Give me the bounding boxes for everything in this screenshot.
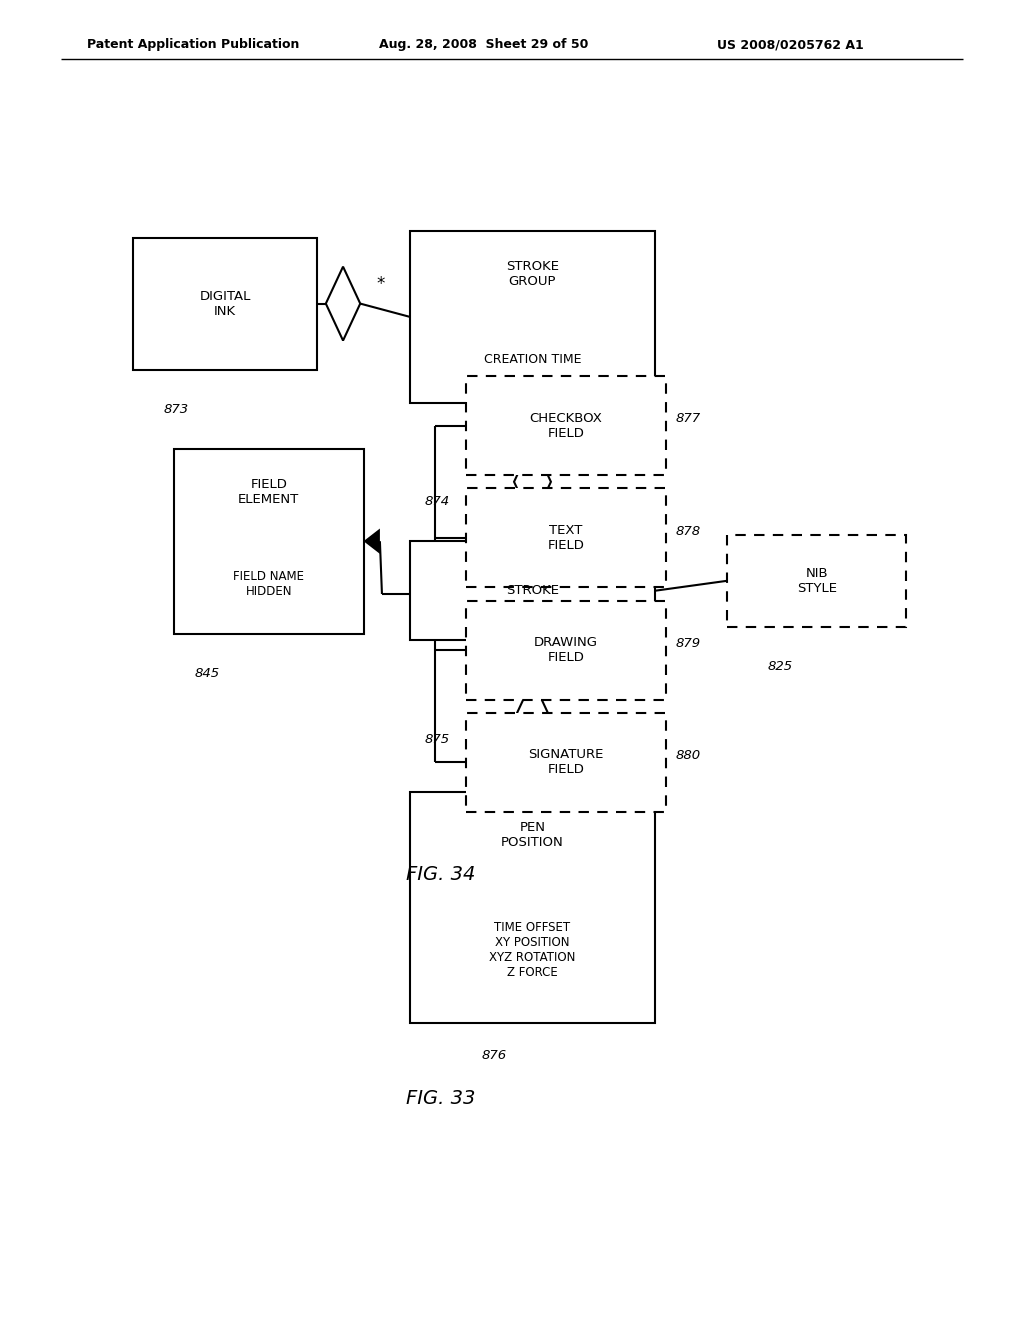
- Text: 876: 876: [481, 1049, 507, 1063]
- Text: Patent Application Publication: Patent Application Publication: [87, 38, 299, 51]
- Polygon shape: [364, 528, 380, 554]
- Text: TIME OFFSET
XY POSITION
XYZ ROTATION
Z FORCE: TIME OFFSET XY POSITION XYZ ROTATION Z F…: [489, 921, 575, 979]
- Text: *: *: [528, 775, 537, 793]
- Bar: [174, 449, 364, 634]
- Text: SIGNATURE
FIELD: SIGNATURE FIELD: [528, 748, 603, 776]
- Text: NIB
STYLE: NIB STYLE: [797, 566, 837, 595]
- Text: FIG. 33: FIG. 33: [406, 1089, 475, 1107]
- Text: 877: 877: [676, 412, 701, 425]
- Bar: [410, 231, 655, 403]
- Text: FIG. 34: FIG. 34: [406, 865, 475, 883]
- Bar: [466, 376, 666, 475]
- Bar: [133, 238, 317, 370]
- Text: STROKE: STROKE: [506, 585, 559, 597]
- Bar: [466, 713, 666, 812]
- Text: US 2008/0205762 A1: US 2008/0205762 A1: [717, 38, 863, 51]
- Text: 879: 879: [676, 638, 701, 649]
- Text: FIELD
ELEMENT: FIELD ELEMENT: [239, 478, 299, 506]
- Text: *: *: [528, 536, 537, 554]
- Text: 880: 880: [676, 750, 701, 762]
- Text: 874: 874: [425, 495, 451, 508]
- Text: 825: 825: [768, 660, 794, 673]
- Bar: [466, 601, 666, 700]
- Text: 845: 845: [195, 667, 220, 680]
- Text: *: *: [377, 275, 385, 293]
- Text: CHECKBOX
FIELD: CHECKBOX FIELD: [529, 412, 602, 440]
- Bar: [410, 792, 655, 1023]
- Text: TEXT
FIELD: TEXT FIELD: [547, 524, 585, 552]
- Text: CREATION TIME: CREATION TIME: [483, 354, 582, 366]
- Text: 875: 875: [425, 733, 451, 746]
- Text: FIELD NAME
HIDDEN: FIELD NAME HIDDEN: [233, 570, 304, 598]
- Text: STROKE
GROUP: STROKE GROUP: [506, 260, 559, 288]
- Text: Aug. 28, 2008  Sheet 29 of 50: Aug. 28, 2008 Sheet 29 of 50: [379, 38, 588, 51]
- Bar: [410, 541, 655, 640]
- Bar: [727, 535, 906, 627]
- Text: DRAWING
FIELD: DRAWING FIELD: [534, 636, 598, 664]
- Text: DIGITAL
INK: DIGITAL INK: [200, 289, 251, 318]
- Text: 873: 873: [164, 403, 189, 416]
- Text: PEN
POSITION: PEN POSITION: [501, 821, 564, 849]
- Bar: [466, 488, 666, 587]
- Text: 878: 878: [676, 524, 701, 537]
